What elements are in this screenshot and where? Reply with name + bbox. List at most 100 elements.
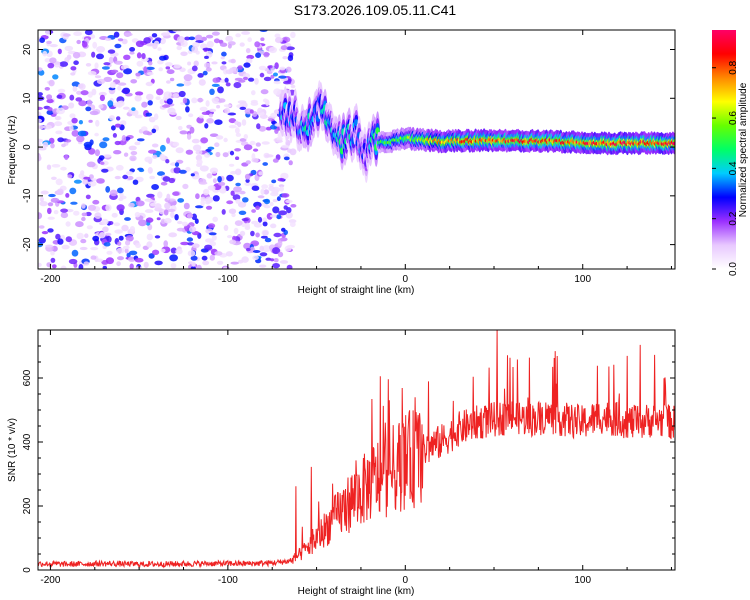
heatmap-cell bbox=[206, 118, 214, 124]
heatmap-cell bbox=[186, 237, 194, 242]
heatmap-cell bbox=[212, 195, 220, 202]
heatmap-cell bbox=[184, 36, 191, 41]
heatmap-cell bbox=[262, 230, 269, 236]
heatmap-cell bbox=[145, 112, 153, 117]
heatmap-cell bbox=[152, 154, 158, 159]
heatmap-cell bbox=[244, 173, 251, 180]
heatmap-cell bbox=[39, 201, 48, 207]
heatmap-cell bbox=[278, 210, 287, 216]
heatmap-cell bbox=[170, 247, 177, 254]
heatmap-cell bbox=[111, 125, 116, 131]
y-tick-label: 0 bbox=[22, 567, 33, 573]
heatmap-cell bbox=[124, 248, 129, 254]
heatmap-cell bbox=[200, 199, 205, 207]
colorbar-ticks: 0.0 0.2 0.4 0.6 0.8 bbox=[712, 60, 739, 276]
heatmap-cell bbox=[47, 202, 54, 207]
colorbar-tick-label: 0.2 bbox=[728, 211, 739, 225]
heatmap-cell bbox=[99, 232, 106, 239]
heatmap-cell bbox=[151, 33, 158, 38]
heatmap-cell bbox=[201, 111, 210, 116]
heatmap-cell bbox=[289, 148, 297, 156]
heatmap-cell bbox=[91, 88, 97, 96]
heatmap-cell bbox=[259, 252, 268, 257]
heatmap-cell bbox=[209, 241, 217, 247]
spectrogram-y-ticks: -20 -10 0 10 20 bbox=[22, 44, 675, 252]
heatmap-cell bbox=[215, 151, 221, 158]
heatmap-cell bbox=[209, 133, 219, 137]
heatmap-cell bbox=[204, 244, 213, 251]
heatmap-cell bbox=[229, 150, 235, 156]
heatmap-cell bbox=[46, 164, 52, 170]
heatmap-cell bbox=[271, 188, 279, 195]
heatmap-cell bbox=[42, 141, 49, 148]
heatmap-cell bbox=[146, 93, 154, 101]
heatmap-cell bbox=[57, 48, 62, 55]
heatmap-cell bbox=[263, 204, 271, 209]
heatmap-cell bbox=[177, 198, 185, 203]
colorbar-label: Normalized spectral amplitude bbox=[738, 82, 749, 217]
heatmap-cell bbox=[234, 220, 243, 227]
heatmap-cell bbox=[206, 173, 213, 179]
heatmap-cell bbox=[42, 50, 48, 57]
colorbar-tick-label: 0.0 bbox=[728, 262, 739, 276]
heatmap-cell bbox=[191, 243, 200, 249]
heatmap-cell bbox=[54, 121, 63, 127]
heatmap-cell bbox=[73, 31, 82, 36]
heatmap-cell bbox=[154, 260, 163, 266]
heatmap-cell bbox=[90, 247, 99, 251]
heatmap-cell bbox=[186, 81, 192, 86]
heatmap-cell bbox=[110, 69, 119, 74]
heatmap-cell bbox=[125, 240, 131, 246]
heatmap-cell bbox=[223, 104, 232, 108]
heatmap-cell bbox=[249, 109, 254, 114]
heatmap-cell bbox=[129, 263, 134, 269]
heatmap-cell bbox=[46, 110, 54, 115]
heatmap-cell bbox=[200, 137, 209, 144]
heatmap-cell bbox=[280, 45, 288, 51]
heatmap-cell bbox=[155, 96, 161, 100]
heatmap-cell bbox=[103, 242, 111, 247]
heatmap-cell bbox=[223, 224, 229, 231]
heatmap-cell bbox=[114, 229, 123, 234]
heatmap-cell bbox=[242, 197, 249, 203]
heatmap-cell bbox=[258, 65, 267, 71]
heatmap-cell bbox=[232, 194, 241, 201]
heatmap-cell bbox=[267, 65, 273, 69]
heatmap-cell bbox=[49, 57, 57, 64]
heatmap-cell bbox=[273, 258, 279, 263]
heatmap-cell bbox=[281, 227, 286, 232]
heatmap-cell bbox=[199, 165, 209, 172]
heatmap-cell bbox=[288, 160, 293, 166]
heatmap-cell bbox=[164, 202, 171, 210]
heatmap-cell bbox=[241, 31, 251, 35]
heatmap-cell bbox=[68, 102, 75, 109]
snr-panel: -200 -100 0 100 0 200 400 600 Height of straig… bbox=[7, 329, 676, 597]
heatmap-cell bbox=[65, 193, 70, 198]
heatmap-cell bbox=[272, 206, 280, 214]
heatmap-cell bbox=[253, 148, 259, 152]
figure-title: S173.2026.109.05.11.C41 bbox=[294, 2, 457, 18]
heatmap-cell bbox=[278, 184, 285, 188]
heatmap-cell bbox=[50, 257, 56, 263]
heatmap-cell bbox=[284, 245, 292, 252]
heatmap-cell bbox=[64, 154, 69, 161]
heatmap-cell bbox=[38, 147, 47, 151]
colorbar-tick-label: 0.8 bbox=[728, 60, 739, 74]
colorbar: 0.0 0.2 0.4 0.6 0.8 Normalized spectral ampl… bbox=[712, 30, 749, 276]
heatmap-cell bbox=[114, 60, 123, 65]
snr-plot-area bbox=[38, 330, 675, 570]
heatmap-cell bbox=[109, 189, 118, 197]
heatmap-cell bbox=[239, 190, 246, 195]
heatmap-cell bbox=[290, 84, 296, 89]
heatmap-cell bbox=[116, 116, 121, 121]
heatmap-cell bbox=[92, 41, 98, 49]
heatmap-cell bbox=[56, 107, 66, 115]
heatmap-cell bbox=[141, 101, 148, 108]
heatmap-cell bbox=[249, 140, 256, 146]
heatmap-cell bbox=[211, 234, 217, 241]
heatmap-cell bbox=[272, 263, 280, 269]
heatmap-cell bbox=[219, 42, 228, 47]
heatmap-cell bbox=[87, 181, 97, 187]
heatmap-cell bbox=[162, 176, 171, 182]
heatmap-cell bbox=[80, 170, 85, 176]
